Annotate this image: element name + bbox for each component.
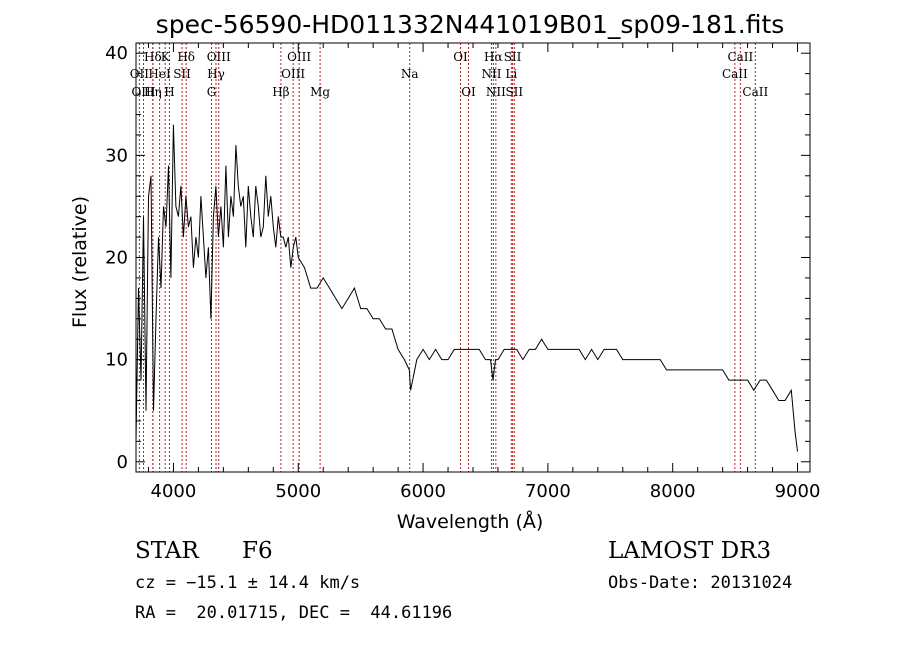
line-label-HeI: HeI [148, 67, 171, 81]
spectrum-line [135, 124, 798, 452]
plot-frame [135, 42, 811, 473]
line-label-OIII-a: OIII [131, 85, 155, 99]
x-tick-label-5000: 5000 [275, 481, 321, 502]
x-axis-ticks: 4000 5000 6000 7000 8000 9000 [147, 43, 821, 502]
y-tick-label-40: 40 [105, 43, 128, 64]
line-label-H: H [164, 85, 174, 99]
line-label-NII-b: NII [486, 85, 506, 99]
line-markers [138, 43, 756, 472]
chart-title: spec-56590-HD011332N441019B01_sp09-181.f… [156, 10, 785, 39]
line-label-SII-c: SII [505, 85, 523, 99]
x-axis-label: Wavelength (Å) [397, 510, 544, 533]
line-label-Na: Na [401, 67, 419, 81]
y-tick-label-30: 30 [105, 145, 128, 166]
line-label-H-beta: Hβ [272, 85, 289, 99]
line-label-K: K [161, 50, 171, 64]
y-axis-ticks: 0 10 20 30 40 [105, 43, 810, 473]
line-label-H-eta: Hη [144, 85, 162, 99]
line-label-CaII-c: CaII [742, 85, 768, 99]
y-tick-label-0: 0 [117, 452, 128, 473]
spectrum-chart: spec-56590-HD011332N441019B01_sp09-181.f… [69, 10, 821, 533]
line-label-NII-a: NII [481, 67, 501, 81]
line-label-CaII-a: CaII [727, 50, 753, 64]
x-tick-label-6000: 6000 [400, 481, 446, 502]
object-class: STAR [135, 538, 199, 564]
x-tick-label-4000: 4000 [151, 481, 197, 502]
y-tick-label-20: 20 [105, 248, 128, 269]
line-label-H-alpha: Hα [484, 50, 503, 64]
line-label-OIII-b: OIII [207, 50, 231, 64]
line-label-H8: Hδ [144, 50, 162, 64]
redshift-velocity: cz = −15.1 ± 14.4 km/s [135, 573, 361, 593]
line-label-Mg: Mg [310, 85, 330, 99]
object-subclass: F6 [242, 538, 273, 564]
line-label-SII-b: SII [504, 50, 522, 64]
line-label-H-gamma: Hγ [207, 67, 225, 81]
ra-dec-coordinates: RA = 20.01715, DEC = 44.61196 [135, 603, 453, 623]
survey-name: LAMOST DR3 [608, 538, 772, 564]
line-label-G: G [207, 85, 217, 99]
x-tick-label-8000: 8000 [650, 481, 696, 502]
line-label-OI-a: OI [453, 50, 468, 64]
observation-date: Obs-Date: 20131024 [608, 573, 793, 593]
line-label-SII-a: SII [173, 67, 191, 81]
line-label-Li: Li [505, 67, 517, 81]
line-label-OI-b: OI [461, 85, 476, 99]
y-tick-label-10: 10 [105, 350, 128, 371]
x-tick-label-9000: 9000 [775, 481, 821, 502]
line-label-CaII-b: CaII [722, 67, 748, 81]
x-tick-label-7000: 7000 [525, 481, 571, 502]
y-axis-label: Flux (relative) [69, 196, 91, 328]
line-label-OIII-c: OIII [287, 50, 311, 64]
line-label-H-delta: Hδ [177, 50, 195, 64]
line-label-OIII-d: OIII [281, 67, 305, 81]
